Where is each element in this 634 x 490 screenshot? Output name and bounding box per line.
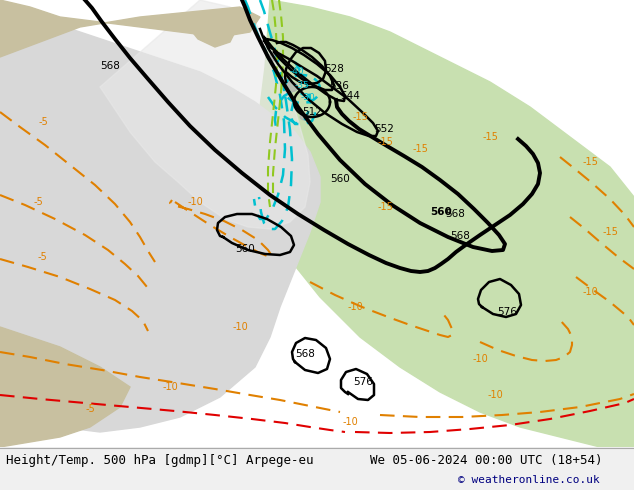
Text: We 05-06-2024 00:00 UTC (18+54): We 05-06-2024 00:00 UTC (18+54) [370, 454, 602, 466]
Text: 576: 576 [497, 307, 517, 317]
Text: 568: 568 [100, 61, 120, 71]
Text: -10: -10 [487, 390, 503, 400]
Text: 512: 512 [302, 107, 322, 117]
Text: -15: -15 [582, 157, 598, 167]
Text: -5: -5 [33, 197, 43, 207]
Text: -15: -15 [377, 202, 393, 212]
Text: -10: -10 [582, 287, 598, 297]
Text: 552: 552 [374, 124, 394, 134]
Polygon shape [300, 114, 310, 120]
Polygon shape [0, 327, 130, 447]
Text: 576: 576 [353, 377, 373, 387]
Text: -10: -10 [187, 197, 203, 207]
Text: 560: 560 [330, 174, 350, 184]
Text: -15: -15 [377, 137, 393, 147]
Text: -10: -10 [472, 354, 488, 364]
Text: -10: -10 [162, 382, 178, 392]
Text: -10: -10 [342, 417, 358, 427]
Text: -40: -40 [290, 68, 304, 76]
Text: 536: 536 [329, 81, 349, 91]
Text: © weatheronline.co.uk: © weatheronline.co.uk [458, 475, 600, 485]
Polygon shape [282, 82, 298, 92]
Polygon shape [100, 0, 310, 229]
Polygon shape [269, 53, 281, 61]
Text: -15: -15 [482, 132, 498, 142]
Text: -10: -10 [232, 322, 248, 332]
Text: -15: -15 [602, 227, 618, 237]
Text: 568: 568 [295, 349, 315, 359]
Text: 560: 560 [430, 207, 452, 217]
Text: -15: -15 [412, 144, 428, 154]
Text: 568: 568 [450, 231, 470, 241]
Text: 560: 560 [235, 244, 255, 254]
Text: -30: -30 [301, 93, 315, 101]
Text: -15: -15 [352, 112, 368, 122]
Text: Height/Temp. 500 hPa [gdmp][°C] Arpege-eu: Height/Temp. 500 hPa [gdmp][°C] Arpege-e… [6, 454, 313, 466]
Text: -5: -5 [85, 404, 95, 414]
Polygon shape [0, 0, 260, 57]
Polygon shape [0, 0, 320, 432]
Polygon shape [255, 0, 634, 447]
Text: -10: -10 [347, 302, 363, 312]
Polygon shape [190, 14, 235, 47]
Text: -5: -5 [38, 117, 48, 127]
Text: -5: -5 [37, 252, 47, 262]
Text: 528: 528 [324, 64, 344, 74]
Text: 544: 544 [340, 91, 360, 101]
Text: 568: 568 [445, 209, 465, 219]
Text: -35: -35 [295, 80, 309, 90]
